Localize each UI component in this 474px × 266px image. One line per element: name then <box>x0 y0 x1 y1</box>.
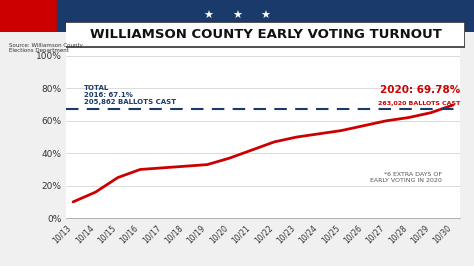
Text: 2020: 69.78%: 2020: 69.78% <box>380 85 460 95</box>
Text: ★: ★ <box>203 11 214 21</box>
Text: ★: ★ <box>232 11 242 21</box>
Bar <box>0 0 57 32</box>
Text: 263,020 BALLOTS CAST: 263,020 BALLOTS CAST <box>377 101 460 106</box>
Text: Source: Williamson County
Elections Department: Source: Williamson County Elections Depa… <box>9 43 83 53</box>
Text: *6 EXTRA DAYS OF
EARLY VOTING IN 2020: *6 EXTRA DAYS OF EARLY VOTING IN 2020 <box>370 172 442 183</box>
Text: WILLIAMSON COUNTY EARLY VOTING TURNOUT: WILLIAMSON COUNTY EARLY VOTING TURNOUT <box>90 28 441 40</box>
Bar <box>57 0 474 32</box>
FancyBboxPatch shape <box>63 22 465 47</box>
Text: TOTAL
2016: 67.1%
205,862 BALLOTS CAST: TOTAL 2016: 67.1% 205,862 BALLOTS CAST <box>84 85 176 105</box>
Text: ★: ★ <box>260 11 271 21</box>
